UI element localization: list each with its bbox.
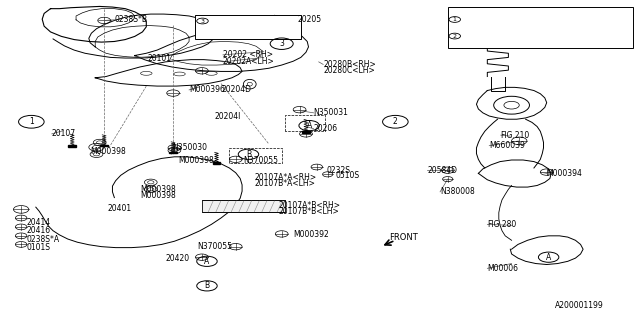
- Text: FIG.210: FIG.210: [500, 131, 530, 140]
- Bar: [273, 27, 280, 29]
- Text: M000394: M000394: [547, 169, 582, 178]
- Text: M000398: M000398: [178, 156, 214, 165]
- Text: 20280B<RH>: 20280B<RH>: [323, 60, 376, 69]
- Text: A: A: [546, 253, 551, 262]
- FancyBboxPatch shape: [202, 200, 285, 212]
- Text: 20414: 20414: [26, 218, 51, 227]
- Text: N380008: N380008: [440, 188, 475, 196]
- Text: (1607-): (1607-): [275, 30, 300, 36]
- Bar: [100, 145, 108, 147]
- Bar: [212, 162, 220, 164]
- Text: 20101: 20101: [148, 53, 172, 62]
- Text: 0232S: 0232S: [326, 166, 350, 175]
- Text: 20107B*A<LH>: 20107B*A<LH>: [255, 180, 316, 188]
- Text: 20584D: 20584D: [428, 166, 458, 175]
- Text: M000431: M000431: [464, 17, 495, 22]
- Text: 1: 1: [453, 17, 457, 22]
- Text: M000396: M000396: [189, 85, 225, 94]
- Text: M370011: M370011: [211, 30, 242, 36]
- Text: M370010: M370010: [211, 18, 243, 24]
- Text: (-1607): (-1607): [275, 18, 300, 24]
- Text: M000392: M000392: [293, 230, 329, 239]
- Text: 2: 2: [452, 34, 457, 39]
- Text: 20204D: 20204D: [221, 85, 251, 94]
- Text: 20107A*B<RH>: 20107A*B<RH>: [278, 201, 340, 210]
- Text: FIG.280: FIG.280: [487, 220, 516, 229]
- Text: A200001199: A200001199: [555, 301, 604, 310]
- Text: B: B: [246, 150, 251, 159]
- Text: 20202 <RH>: 20202 <RH>: [223, 50, 273, 59]
- Text: A: A: [307, 121, 312, 130]
- Text: M000451: M000451: [464, 25, 495, 31]
- Text: (1608-     ): (1608- ): [596, 25, 632, 31]
- Text: 20416: 20416: [26, 226, 51, 235]
- Text: M00006: M00006: [487, 264, 518, 273]
- Bar: [68, 145, 76, 147]
- Text: 0510S: 0510S: [336, 172, 360, 180]
- Text: M000398: M000398: [140, 185, 175, 194]
- Text: 0238S*B: 0238S*B: [115, 15, 147, 24]
- Text: 2: 2: [393, 117, 397, 126]
- Text: B: B: [204, 281, 209, 290]
- Text: M000398: M000398: [90, 147, 126, 156]
- Text: M660039: M660039: [489, 141, 525, 150]
- Text: N370055: N370055: [243, 156, 278, 165]
- Text: 20107: 20107: [52, 129, 76, 138]
- Text: FRONT: FRONT: [389, 233, 418, 242]
- Text: 0101S: 0101S: [26, 243, 50, 252]
- Text: A: A: [204, 257, 209, 266]
- Text: 20204I: 20204I: [214, 112, 241, 121]
- Text: 20202A<LH>: 20202A<LH>: [223, 57, 275, 66]
- Text: N370055: N370055: [197, 242, 232, 251]
- Text: 20205: 20205: [298, 15, 322, 24]
- FancyBboxPatch shape: [448, 7, 633, 49]
- Text: 20280C<LH>: 20280C<LH>: [323, 66, 375, 75]
- Bar: [170, 152, 177, 154]
- Text: (      -1406): ( -1406): [595, 33, 632, 39]
- Text: 20107B*B<LH>: 20107B*B<LH>: [278, 207, 339, 216]
- Text: M000397: M000397: [464, 33, 495, 39]
- Text: 20206: 20206: [314, 124, 338, 133]
- Text: (1310-1608): (1310-1608): [591, 16, 632, 23]
- Text: 3: 3: [279, 39, 284, 48]
- Text: (1406-     ): (1406- ): [596, 41, 632, 48]
- Text: M000398: M000398: [140, 191, 175, 200]
- Text: 20107A*A<RH>: 20107A*A<RH>: [255, 173, 317, 182]
- Text: N350031: N350031: [314, 108, 349, 117]
- Text: M000304: M000304: [464, 8, 495, 14]
- Text: 3: 3: [200, 19, 205, 23]
- Text: 1: 1: [29, 117, 34, 126]
- Text: M000439: M000439: [464, 41, 495, 47]
- Text: 0238S*A: 0238S*A: [26, 235, 60, 244]
- Text: N350030: N350030: [172, 143, 207, 152]
- Text: 20401: 20401: [108, 204, 132, 213]
- Bar: [302, 131, 310, 133]
- Text: (      -1310): ( -1310): [595, 8, 632, 14]
- Text: 20420: 20420: [166, 254, 189, 263]
- FancyBboxPatch shape: [195, 15, 301, 39]
